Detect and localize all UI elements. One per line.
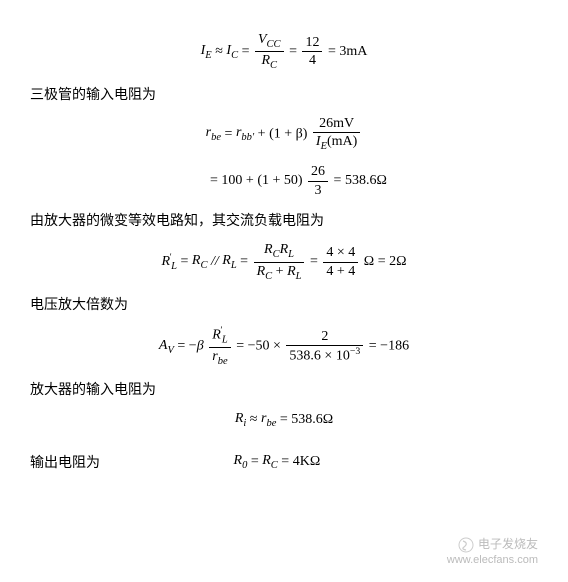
equation-rl-prime: R'L = RC // RL = RCRL RC + RL = 4 × 4 4 … (30, 242, 538, 282)
para-voltage-gain: 电压放大倍数为 (30, 294, 538, 314)
watermark: 电子发烧友 www.elecfans.com (447, 537, 538, 567)
equation-rbe-numeric: = 100 + (1 + 50) 26 3 = 538.6Ω (30, 164, 538, 198)
para-amp-input-r: 放大器的输入电阻为 (30, 379, 538, 399)
para-transistor-input-r: 三极管的输入电阻为 (30, 84, 538, 104)
logo-icon (458, 537, 474, 553)
equation-av: AV = −β R'L rbe = −50 × 2 538.6 × 10−3 =… (30, 326, 538, 367)
watermark-url: www.elecfans.com (447, 553, 538, 567)
para-output-r: 输出电阻为 (30, 452, 180, 472)
equation-rbe-symbolic: rbe = rbb' + (1 + β) 26mV IE(mA) (30, 116, 538, 153)
equation-ro: R0 = RC = 4KΩ (234, 453, 321, 471)
watermark-brand: 电子发烧友 (478, 537, 538, 551)
equation-ri: Ri ≈ rbe = 538.6Ω (30, 411, 538, 429)
para-ac-load: 由放大器的微变等效电路知，其交流负载电阻为 (30, 210, 538, 230)
equation-ie: IE ≈ IC = VCC RC = 12 4 = 3mA (30, 32, 538, 72)
